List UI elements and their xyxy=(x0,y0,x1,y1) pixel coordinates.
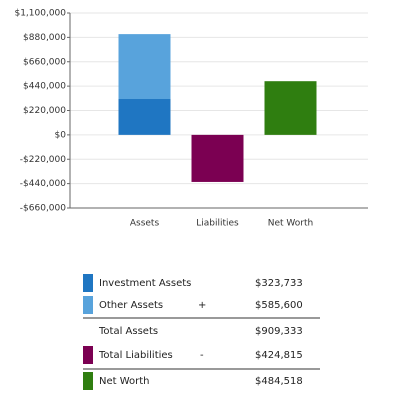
bar xyxy=(191,134,244,182)
y-tick-label: -$220,000 xyxy=(20,155,66,165)
swatch xyxy=(83,296,93,314)
y-tick-label: $880,000 xyxy=(23,33,66,43)
row-label: Total Liabilities xyxy=(98,350,173,361)
row-amount: $424,815 xyxy=(255,350,303,361)
row-sign: - xyxy=(200,350,204,361)
bar xyxy=(264,81,317,135)
x-tick-label: Liabilities xyxy=(196,219,239,229)
summary-table: Investment Assets $323,733 Other Assets … xyxy=(83,274,320,390)
y-tick-label: $220,000 xyxy=(23,106,66,116)
row-label: Other Assets xyxy=(99,300,163,311)
row-amount: $585,600 xyxy=(255,300,303,311)
y-tick-label: $660,000 xyxy=(23,57,66,67)
row-label: Net Worth xyxy=(99,376,150,387)
row-amount: $909,333 xyxy=(255,326,303,337)
row-sign: + xyxy=(198,300,206,311)
y-tick-label: $440,000 xyxy=(23,82,66,92)
x-tick-label: Assets xyxy=(130,219,160,229)
swatch xyxy=(83,274,93,292)
row-amount: $323,733 xyxy=(255,278,303,289)
x-tick-label: Net Worth xyxy=(268,219,313,229)
swatch xyxy=(83,372,93,390)
bar xyxy=(118,99,171,135)
y-tick-label: $0 xyxy=(55,130,67,140)
row-amount: $484,518 xyxy=(255,376,303,387)
bar xyxy=(118,34,171,100)
row-label: Investment Assets xyxy=(99,278,191,289)
row-label: Total Assets xyxy=(98,326,158,337)
y-tick-label: $1,100,000 xyxy=(14,9,66,19)
swatch xyxy=(83,346,93,364)
y-tick-label: -$660,000 xyxy=(20,204,66,214)
y-tick-label: -$440,000 xyxy=(20,179,66,189)
